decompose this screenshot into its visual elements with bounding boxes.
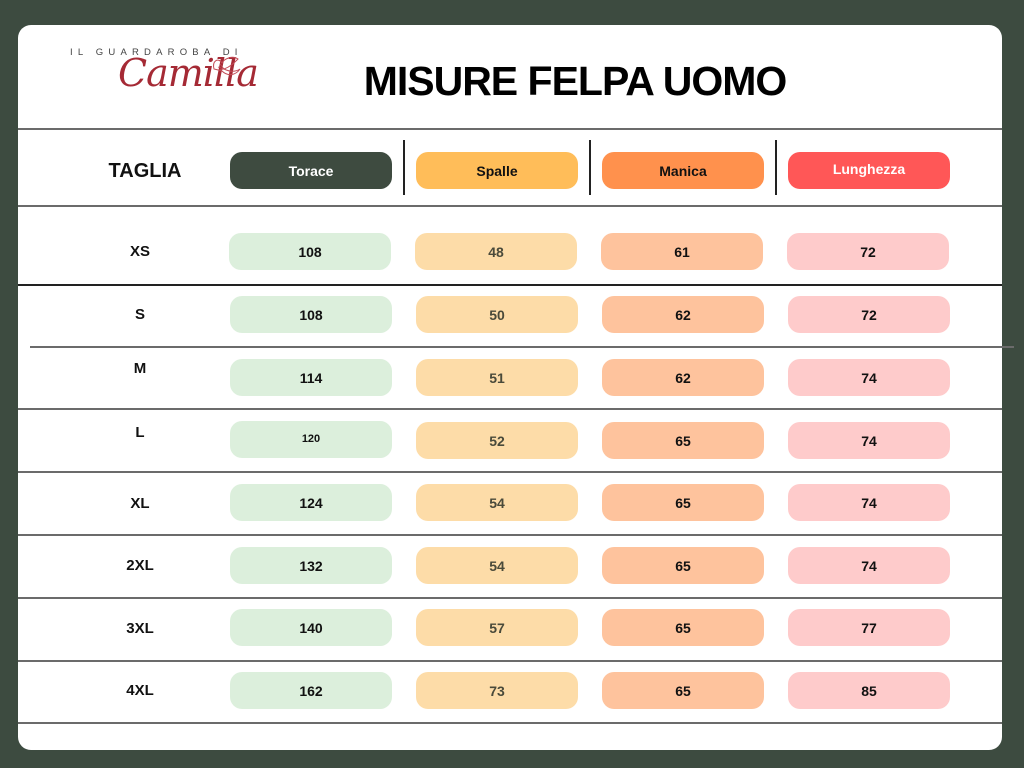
divider <box>18 722 1002 724</box>
cell-spalle: 73 <box>416 672 578 709</box>
page-title: MISURE FELPA UOMO <box>363 58 788 104</box>
cell-manica: 65 <box>602 609 764 646</box>
cell-spalle: 54 <box>416 484 578 521</box>
cell-lunghezza: 74 <box>788 359 950 396</box>
column-separator <box>403 140 405 195</box>
cell-manica: 65 <box>602 672 764 709</box>
cell-torace: 132 <box>230 547 392 584</box>
cell-spalle: 52 <box>416 422 578 459</box>
size-label-xs: XS <box>129 243 150 260</box>
cell-manica: 62 <box>602 296 764 333</box>
column-header-manica: Manica <box>602 152 764 189</box>
size-label-3xl: 3XL <box>126 620 154 637</box>
cell-lunghezza: 74 <box>788 422 950 459</box>
divider <box>18 205 1002 207</box>
divider <box>18 284 1002 286</box>
brand-logo: IL GUARDAROBA DI Camilla <box>70 47 259 117</box>
divider <box>18 660 1002 662</box>
column-header-spalle: Spalle <box>416 152 578 189</box>
cell-lunghezza: 77 <box>788 609 950 646</box>
cell-manica: 65 <box>602 547 764 584</box>
cell-torace: 120 <box>230 421 392 458</box>
divider <box>18 597 1002 599</box>
cell-manica: 65 <box>602 484 764 521</box>
cell-torace: 108 <box>230 296 392 333</box>
cell-manica: 62 <box>602 359 764 396</box>
size-label-2xl: 2XL <box>126 557 154 574</box>
cell-torace: 162 <box>230 672 392 709</box>
cell-lunghezza: 74 <box>788 547 950 584</box>
column-header-torace: Torace <box>230 152 392 189</box>
divider <box>18 128 1002 130</box>
cell-spalle: 50 <box>416 296 578 333</box>
butterfly-icon <box>213 56 241 76</box>
cell-spalle: 54 <box>416 547 578 584</box>
column-separator <box>775 140 777 195</box>
cell-lunghezza: 74 <box>788 484 950 521</box>
brand-tagline: IL GUARDAROBA DI <box>70 47 243 58</box>
cell-lunghezza: 72 <box>787 233 949 270</box>
column-header-lunghezza: Lunghezza <box>788 152 950 189</box>
cell-spalle: 51 <box>416 359 578 396</box>
cell-lunghezza: 85 <box>788 672 950 709</box>
cell-torace: 124 <box>230 484 392 521</box>
cell-lunghezza: 72 <box>788 296 950 333</box>
column-separator <box>589 140 591 195</box>
size-label-s: S <box>134 306 145 323</box>
divider <box>18 408 1002 410</box>
cell-spalle: 48 <box>415 233 577 270</box>
size-label-l: L <box>135 424 145 441</box>
cell-torace: 114 <box>230 359 392 396</box>
cell-manica: 61 <box>601 233 763 270</box>
cell-spalle: 57 <box>416 609 578 646</box>
size-label-m: M <box>133 360 147 377</box>
divider <box>30 346 1014 348</box>
size-column-header: TAGLIA <box>108 160 182 182</box>
divider <box>18 471 1002 473</box>
size-label-4xl: 4XL <box>126 682 154 699</box>
cell-torace: 108 <box>229 233 391 270</box>
cell-manica: 65 <box>602 422 764 459</box>
cell-torace: 140 <box>230 609 392 646</box>
size-label-xl: XL <box>130 495 150 512</box>
divider <box>18 534 1002 536</box>
